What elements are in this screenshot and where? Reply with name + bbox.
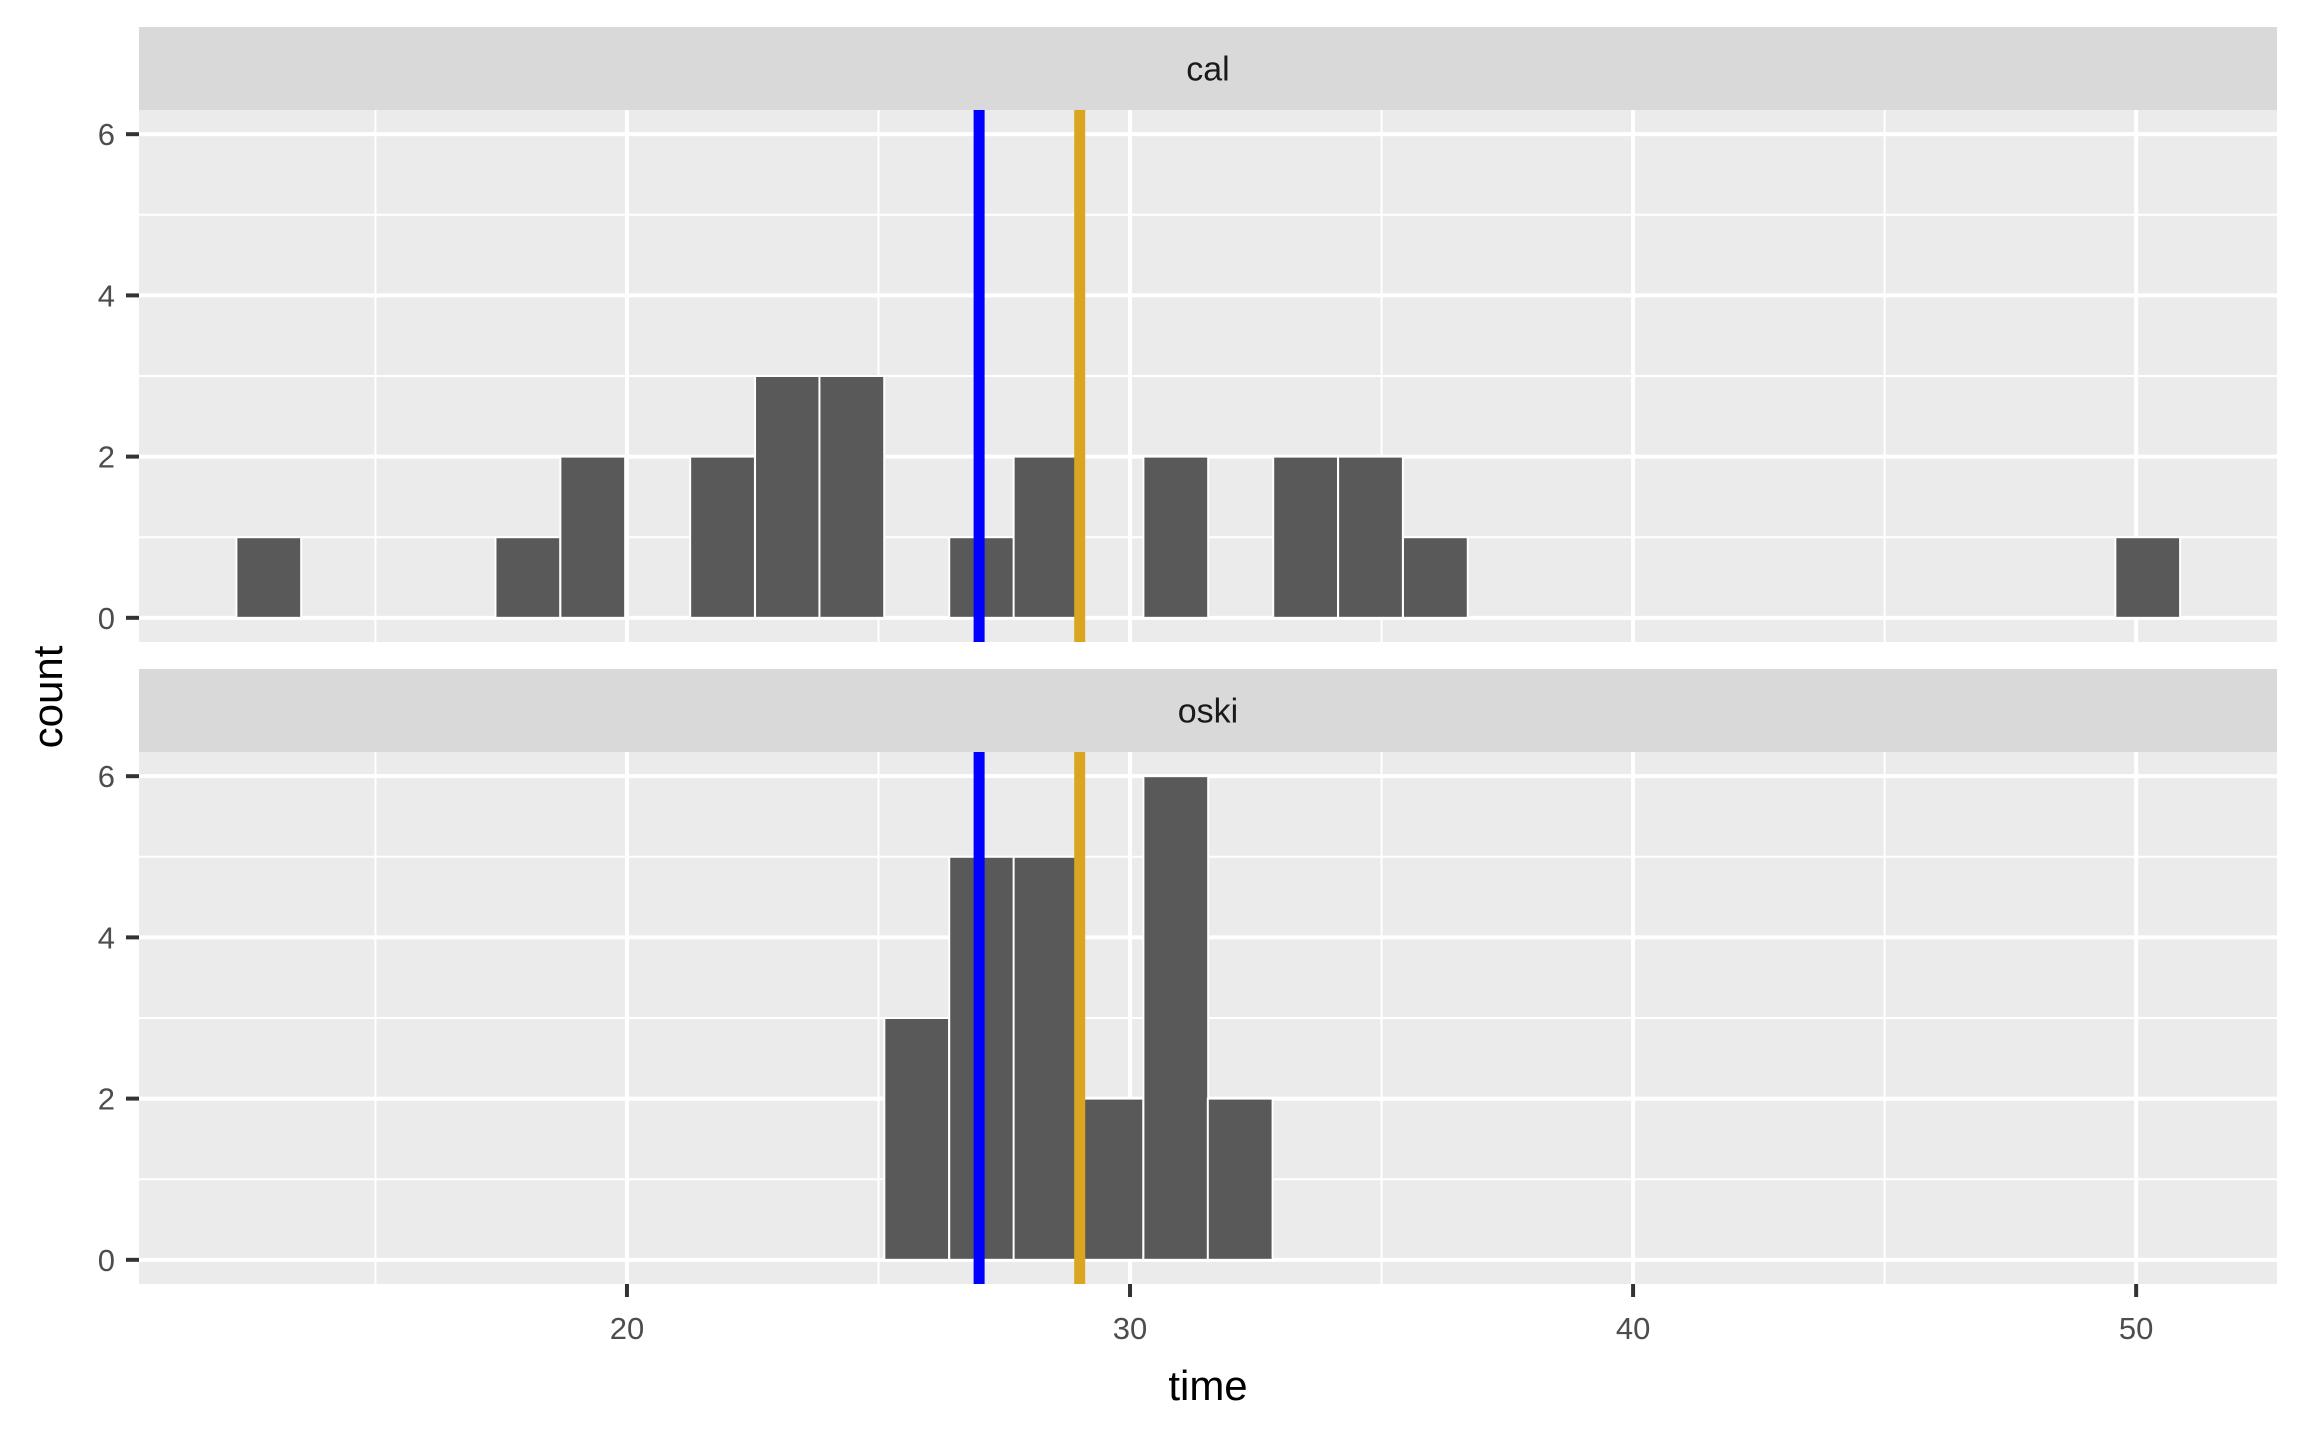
histogram-bar bbox=[1142, 455, 1210, 619]
y-tick-label: 0 bbox=[98, 1243, 115, 1278]
histogram-bar bbox=[1142, 775, 1210, 1261]
facet-panel-oski: oski 0 2 4 6 bbox=[98, 669, 2277, 1284]
facet-strip bbox=[139, 27, 2277, 110]
histogram-bar bbox=[235, 536, 303, 619]
y-tick-label: 2 bbox=[98, 1082, 115, 1117]
histogram-bar bbox=[1012, 455, 1080, 619]
histogram-bar bbox=[1012, 855, 1080, 1261]
histogram-bar bbox=[689, 455, 756, 619]
histogram-bar bbox=[1077, 1097, 1145, 1261]
x-axis-title: time bbox=[1168, 1362, 1247, 1409]
x-axis: 20 30 40 50 bbox=[610, 1284, 2153, 1346]
histogram-bar bbox=[1206, 1097, 1274, 1261]
histogram-bar bbox=[754, 375, 821, 619]
y-tick-label: 6 bbox=[98, 117, 115, 152]
y-tick-label: 4 bbox=[98, 278, 115, 313]
x-tick-label: 50 bbox=[2119, 1311, 2153, 1346]
histogram-bar bbox=[1337, 455, 1404, 619]
histogram-bar bbox=[883, 1017, 951, 1261]
histogram-bar bbox=[1401, 536, 1469, 619]
y-tick-label: 6 bbox=[98, 759, 115, 794]
histogram-bar bbox=[494, 536, 562, 619]
histogram-bar bbox=[1272, 455, 1339, 619]
y-axis-title: count bbox=[24, 645, 71, 748]
facet-strip-label: oski bbox=[1178, 693, 1238, 731]
y-tick-label: 4 bbox=[98, 920, 115, 955]
facet-strip bbox=[139, 669, 2277, 752]
x-tick-label: 20 bbox=[610, 1311, 644, 1346]
x-tick-label: 40 bbox=[1616, 1311, 1650, 1346]
facet-panel-cal: cal 0 2 4 6 bbox=[98, 27, 2277, 642]
facet-strip-label: cal bbox=[1186, 51, 1229, 89]
y-tick-label: 0 bbox=[98, 601, 115, 636]
y-tick-label: 2 bbox=[98, 440, 115, 475]
histogram-bar bbox=[2114, 536, 2182, 619]
histogram-bar bbox=[818, 375, 886, 619]
histogram-bar bbox=[559, 455, 627, 619]
x-tick-label: 30 bbox=[1113, 1311, 1147, 1346]
